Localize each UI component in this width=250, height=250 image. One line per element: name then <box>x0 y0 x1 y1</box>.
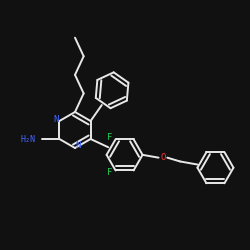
Text: N: N <box>54 115 59 124</box>
Text: H₂N: H₂N <box>20 134 35 143</box>
Text: N: N <box>75 141 81 150</box>
Text: F: F <box>108 133 113 142</box>
Text: F: F <box>108 168 113 177</box>
Text: O: O <box>160 153 166 162</box>
